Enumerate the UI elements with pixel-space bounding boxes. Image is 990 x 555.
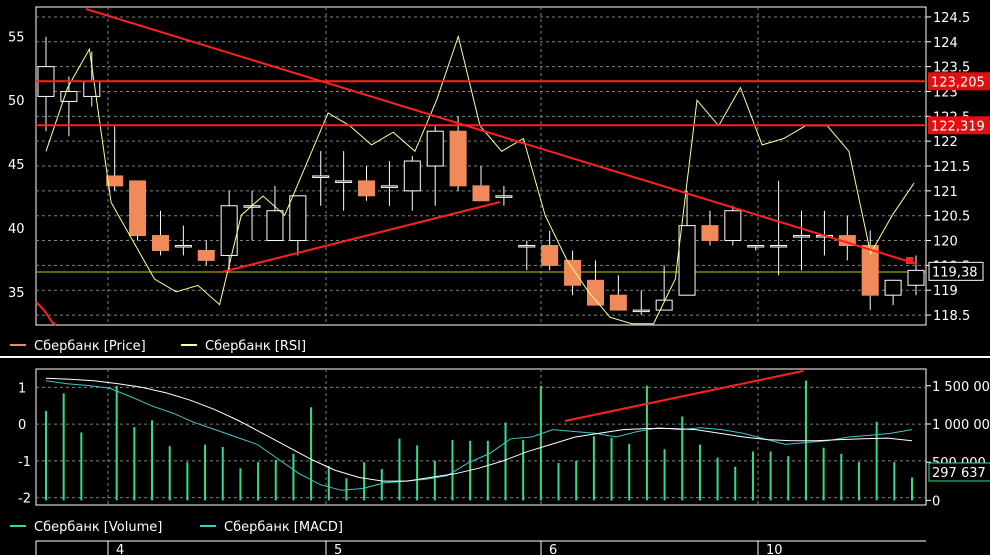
candle-body <box>220 205 238 256</box>
candle-body <box>655 299 673 311</box>
candle-body <box>678 225 696 296</box>
candle-body <box>861 245 879 296</box>
divergence-line <box>564 370 804 422</box>
volume-badge <box>928 462 990 482</box>
price-right-tick-label: 118.5 <box>933 309 970 324</box>
price-right-tick-label: 122 <box>933 135 958 150</box>
rsi-left-tick-label: 50 <box>8 94 25 109</box>
candle-body <box>632 309 650 313</box>
macd-left-tick-label: -2 <box>18 492 31 507</box>
price-right-tick-label: 120 <box>933 235 958 250</box>
legend-volume-label: Сбербанк [Volume] <box>34 520 162 535</box>
candle-body <box>106 175 124 187</box>
rsi-left-tick-label: 40 <box>8 222 25 237</box>
candle-body <box>495 195 513 198</box>
down-trend-line <box>85 8 918 265</box>
price-right-tick-label: 124 <box>933 36 958 51</box>
current-price-badge <box>928 261 984 281</box>
legend-price-label: Сбербанк [Price] <box>34 339 146 354</box>
candle-body <box>129 180 147 237</box>
candle-body <box>60 90 78 102</box>
legend-rsi-label: Сбербанк [RSI] <box>205 339 306 354</box>
x-axis-label: 6 <box>549 543 557 555</box>
trend-anchor-marker <box>906 257 913 264</box>
candle-body <box>747 245 765 248</box>
candle-body <box>793 235 811 238</box>
resistance-badge-label: 123,205 <box>931 75 985 90</box>
macd-line <box>45 380 913 491</box>
candle-body <box>564 259 582 286</box>
rsi-left-tick-label: 35 <box>8 286 25 301</box>
candle-body <box>724 210 742 242</box>
candle-body <box>266 210 284 242</box>
candle-body <box>380 185 398 188</box>
price-right-tick-label: 121.5 <box>933 160 970 175</box>
current-price-label: 119,38 <box>932 265 978 280</box>
candle-body <box>403 160 421 192</box>
candle-body <box>83 81 101 97</box>
price-right-tick-label: 121 <box>933 185 958 200</box>
resistance-badge <box>928 116 990 135</box>
rsi-left-tick-label: 55 <box>8 30 25 45</box>
candle-body <box>426 130 444 167</box>
volume-badge-label: 297 637 <box>932 466 986 481</box>
x-axis-label: 10 <box>766 543 783 555</box>
candle-body <box>289 195 307 242</box>
candle-body <box>472 185 490 202</box>
candle-body <box>449 130 467 187</box>
candle-body <box>884 279 902 296</box>
legend-macd-label: Сбербанк [MACD] <box>224 520 343 535</box>
volume-bars-group <box>45 380 913 501</box>
candle-body <box>197 249 215 261</box>
rsi-line <box>45 34 915 325</box>
macd-signal-line <box>45 377 913 482</box>
candle-body <box>151 235 169 251</box>
macd-left-tick-label: 1 <box>18 381 26 396</box>
macd-left-tick-label: 0 <box>18 418 26 433</box>
price-right-tick-label: 119 <box>933 284 958 299</box>
price-right-tick-label: 123.5 <box>933 61 970 76</box>
price-right-tick-label: 124.5 <box>933 11 970 26</box>
macd-left-tick-label: -1 <box>18 455 31 470</box>
candle-body <box>701 225 719 242</box>
resistance-badge-label: 122,319 <box>931 119 985 134</box>
candle-body <box>770 245 788 248</box>
candle-body <box>358 180 376 197</box>
volume-right-tick-label: 0 <box>932 494 940 509</box>
candle-body <box>907 269 925 286</box>
candle-body <box>174 245 192 248</box>
candle-body <box>586 279 604 306</box>
volume-right-tick-label: 1 500 000 <box>932 380 990 395</box>
candle-body <box>312 175 330 178</box>
resistance-badge <box>928 72 990 91</box>
x-axis-label: 4 <box>116 543 124 555</box>
rsi-corner-mark <box>35 301 57 326</box>
up-trend-line <box>221 201 501 273</box>
candle-body <box>335 180 353 183</box>
candles-group <box>37 36 925 316</box>
candle-body <box>609 294 627 311</box>
candle-body <box>518 245 536 248</box>
candle-body <box>541 245 559 266</box>
x-axis-label: 5 <box>334 543 342 555</box>
price-right-tick-label: 120.5 <box>933 210 970 225</box>
indicator-panel-frame <box>35 368 927 506</box>
rsi-left-tick-label: 45 <box>8 158 25 173</box>
volume-right-tick-label: 1 000 000 <box>932 418 990 433</box>
